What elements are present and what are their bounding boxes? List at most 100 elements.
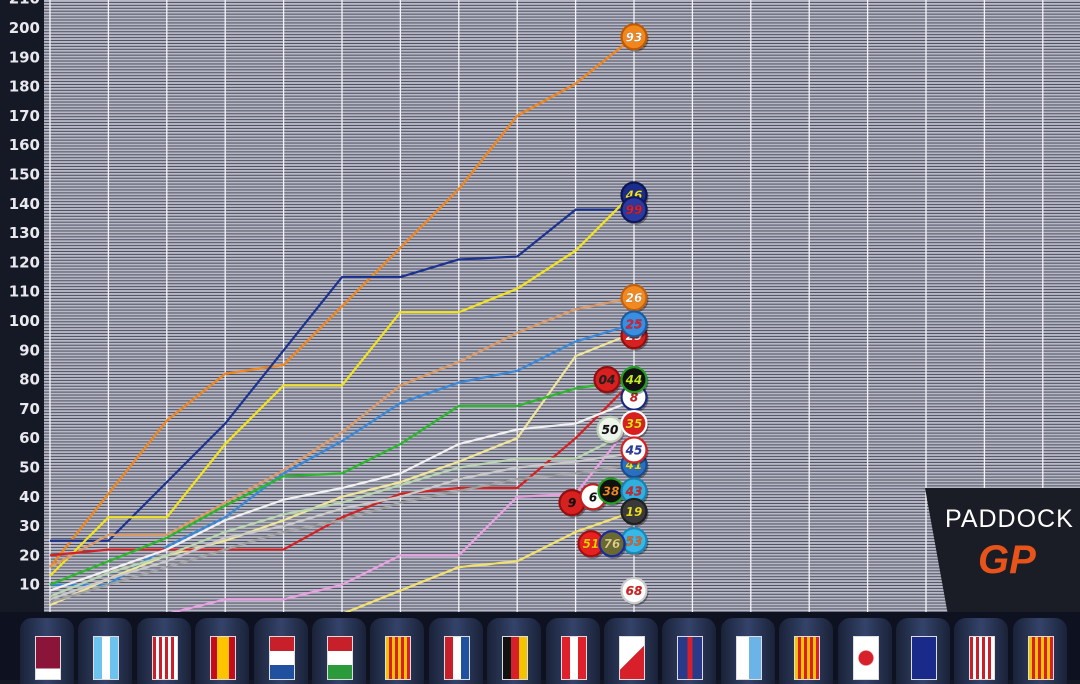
rider-number: 76	[604, 537, 621, 551]
race-slot	[487, 618, 542, 684]
race-slot	[312, 618, 366, 684]
y-tick-label: 180	[9, 78, 40, 96]
y-tick-label: 130	[9, 224, 40, 242]
rider-marker-50: 50	[596, 415, 625, 445]
rider-number: 53	[626, 534, 643, 548]
race-slot	[195, 618, 250, 684]
y-tick-label: 190	[9, 48, 40, 66]
flag-netherlands-icon	[443, 636, 470, 680]
rider-number: 04	[599, 373, 616, 387]
y-tick-label: 120	[9, 253, 40, 271]
series-line-50	[49, 428, 635, 598]
series-line-93	[49, 35, 635, 568]
y-tick-label: 100	[9, 312, 40, 330]
y-tick-label: 70	[19, 400, 40, 418]
rider-number: 93	[626, 30, 643, 44]
rider-number: 26	[626, 291, 643, 305]
y-tick-label: 20	[19, 546, 40, 564]
flag-catalunya-icon	[385, 636, 412, 680]
rider-marker-19: 19	[620, 497, 649, 527]
flag-qatar-icon	[35, 636, 61, 680]
series-line-99	[50, 208, 634, 542]
flag-argentina-icon	[93, 636, 120, 680]
race-slot	[136, 618, 191, 684]
race-flags-strip	[0, 612, 1080, 684]
race-slot	[253, 618, 308, 684]
rider-number: 50	[602, 423, 619, 437]
series-line-29	[49, 331, 635, 607]
race-slot	[370, 618, 425, 684]
rider-marker-93: 93	[620, 23, 649, 52]
flag-austria-icon	[560, 636, 587, 680]
rider-marker-76: 76	[598, 530, 627, 559]
race-slot	[604, 618, 658, 684]
y-tick-label: 50	[19, 459, 40, 477]
race-slot	[545, 618, 600, 684]
y-tick-label: 210	[9, 0, 40, 8]
rider-number: 35	[626, 417, 643, 431]
flag-san-marino-icon	[735, 636, 762, 680]
rider-marker-53: 53	[620, 527, 649, 556]
flag-czech-icon	[619, 636, 645, 680]
race-slot	[779, 618, 834, 684]
logo-panel	[925, 488, 1080, 612]
rider-marker-99: 99	[620, 196, 649, 225]
race-slot	[720, 618, 775, 684]
flag-uk-icon	[677, 636, 704, 680]
rider-number: 8	[630, 391, 638, 405]
flag-france-icon	[268, 636, 295, 680]
rider-number: 44	[625, 373, 643, 387]
rider-marker-45: 45	[620, 436, 649, 465]
y-axis-panel	[0, 0, 44, 612]
y-tick-label: 60	[19, 429, 40, 447]
rider-number: 25	[626, 317, 643, 331]
rider-marker-26: 26	[620, 283, 649, 313]
rider-number: 9	[568, 496, 576, 510]
flag-italy-icon	[327, 636, 353, 680]
y-tick-label: 140	[9, 195, 40, 213]
race-slot	[662, 618, 717, 684]
series-line-26	[49, 296, 635, 569]
y-tick-label: 200	[9, 19, 40, 37]
rider-marker-51: 51	[577, 530, 606, 559]
standings-chart: 10 20 30 40 50 60 70 80 90 100 110 120 130 140 150 160 1…	[0, 0, 1080, 612]
race-slot	[78, 618, 133, 684]
rider-marker-44: 44	[620, 366, 649, 395]
flag-usa-icon	[151, 636, 178, 680]
series-line-45	[49, 451, 635, 601]
y-tick-label: 170	[9, 107, 40, 125]
flag-australia-icon	[911, 636, 937, 680]
flag-valencia-icon	[1027, 636, 1054, 680]
rider-number: 51	[583, 537, 600, 551]
race-slot	[1012, 618, 1067, 684]
rider-number: 19	[626, 505, 643, 519]
rider-marker-68: 68	[620, 576, 649, 606]
logo-gp: GP	[978, 538, 1036, 582]
series-line-35	[170, 419, 635, 612]
rider-marker-04: 04	[593, 366, 622, 395]
flag-germany-icon	[502, 636, 529, 680]
rider-number: 38	[603, 484, 620, 498]
series-line-04	[49, 378, 635, 557]
race-slot	[954, 618, 1009, 684]
race-slot	[20, 618, 74, 684]
series-line-44	[49, 378, 635, 586]
rider-number: 6	[589, 490, 597, 504]
flag-spain-icon	[210, 636, 237, 680]
rider-marker-35: 35	[620, 409, 649, 439]
rider-marker-38: 38	[597, 477, 626, 506]
flag-aragon-icon	[794, 636, 821, 680]
rider-number: 68	[626, 584, 643, 598]
flag-japan-icon	[852, 636, 879, 680]
y-tick-label: 10	[19, 576, 40, 594]
y-tick-label: 40	[19, 488, 40, 506]
race-slot	[896, 618, 950, 684]
y-tick-label: 90	[19, 341, 40, 359]
rider-number: 43	[625, 484, 643, 498]
series-line-41	[49, 463, 635, 604]
series-line-25	[50, 322, 635, 586]
flag-malaysia-icon	[969, 636, 996, 680]
y-tick-label: 80	[19, 371, 40, 389]
series-line-46	[49, 191, 635, 577]
rider-number: 99	[626, 203, 643, 217]
